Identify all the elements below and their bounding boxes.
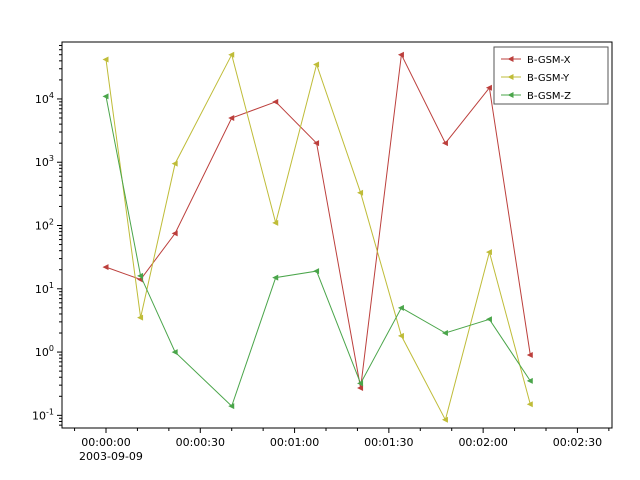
series-marker-icon bbox=[485, 84, 492, 91]
y-tick-label: 10-1 bbox=[32, 407, 54, 422]
series-marker-icon bbox=[228, 51, 235, 58]
legend-marker-icon bbox=[507, 74, 514, 80]
series-marker-icon bbox=[171, 349, 178, 356]
series-marker-icon bbox=[272, 98, 279, 105]
plot-frame bbox=[61, 41, 613, 429]
y-tick-label: 102 bbox=[35, 218, 54, 233]
series-marker-icon bbox=[102, 56, 109, 63]
series-marker-icon bbox=[272, 274, 279, 281]
series-marker-icon bbox=[526, 401, 533, 408]
series-marker-icon bbox=[357, 385, 364, 392]
x-tick-label: 00:01:30 bbox=[364, 436, 413, 449]
x-axis-date-label: 2003-09-09 bbox=[79, 450, 143, 463]
series-marker-icon bbox=[441, 330, 448, 337]
series-marker-icon bbox=[526, 351, 533, 358]
legend-item-label: B-GSM-Y bbox=[527, 73, 570, 84]
legend-item-label: B-GSM-X bbox=[527, 55, 571, 66]
series-marker-icon bbox=[357, 380, 364, 387]
series-marker-icon bbox=[485, 316, 492, 323]
series-marker-icon bbox=[137, 314, 144, 321]
series-marker-icon bbox=[397, 332, 404, 339]
legend-marker-icon bbox=[507, 56, 514, 62]
x-tick-label: 00:01:00 bbox=[270, 436, 319, 449]
series-marker-icon bbox=[313, 61, 320, 68]
series-marker-icon bbox=[441, 140, 448, 147]
series-marker-icon bbox=[397, 51, 404, 58]
series-marker-icon bbox=[272, 219, 279, 226]
series-marker-icon bbox=[228, 114, 235, 121]
series-marker-icon bbox=[102, 264, 109, 271]
series-marker-icon bbox=[171, 230, 178, 237]
series-marker-icon bbox=[485, 249, 492, 256]
y-tick-label: 101 bbox=[35, 281, 54, 296]
series-marker-icon bbox=[441, 416, 448, 423]
x-tick-label: 00:00:30 bbox=[176, 436, 225, 449]
series-marker-icon bbox=[102, 93, 109, 100]
y-tick-label: 104 bbox=[35, 91, 54, 106]
x-tick-label: 00:02:00 bbox=[458, 436, 507, 449]
legend-item-label: B-GSM-Z bbox=[527, 91, 571, 102]
series-marker-icon bbox=[137, 272, 144, 279]
y-tick-label: 103 bbox=[35, 154, 54, 169]
series-marker-icon bbox=[357, 189, 364, 196]
x-tick-label: 00:00:00 bbox=[81, 436, 130, 449]
series-marker-icon bbox=[313, 140, 320, 147]
series-marker-icon bbox=[228, 403, 235, 410]
series-marker-icon bbox=[171, 160, 178, 167]
series-marker-icon bbox=[313, 268, 320, 275]
series-marker-icon bbox=[397, 304, 404, 311]
x-tick-label: 00:02:30 bbox=[553, 436, 602, 449]
legend-marker-icon bbox=[507, 92, 514, 98]
y-tick-label: 100 bbox=[35, 344, 54, 359]
series-marker-icon bbox=[526, 377, 533, 384]
